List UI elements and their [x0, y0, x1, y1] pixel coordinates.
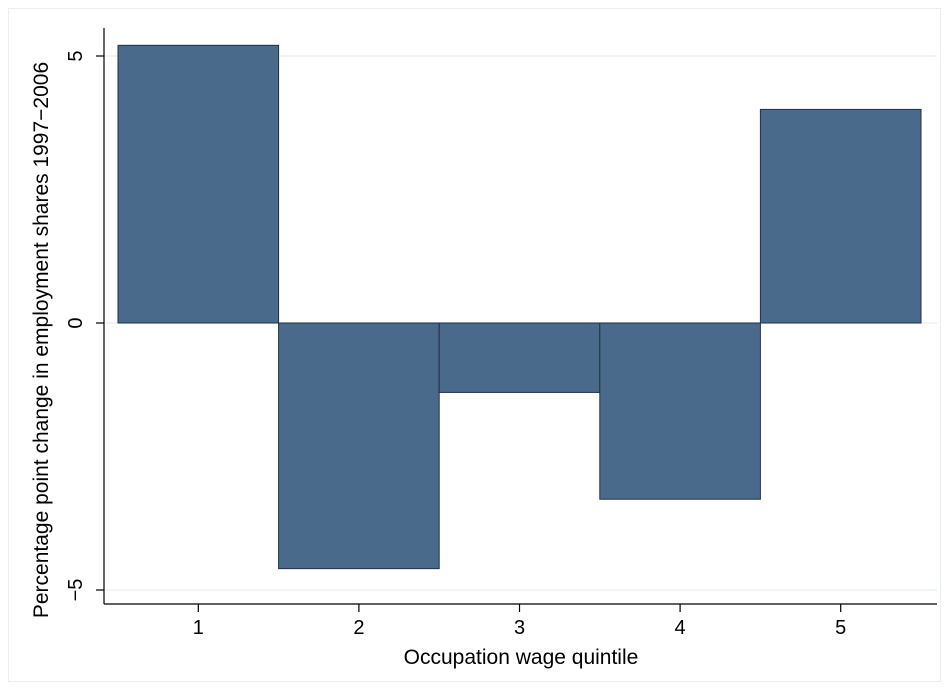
bar-3 [438, 322, 601, 393]
x-tick-label: 4 [675, 617, 686, 639]
bar-2 [278, 322, 440, 570]
y-tick-label: 0 [65, 317, 87, 328]
x-tick-label: 3 [514, 617, 525, 639]
x-tick-label: 5 [835, 617, 846, 639]
bar-1 [117, 44, 280, 324]
y-ticks: −5 0 5 [65, 50, 104, 601]
bars [117, 44, 922, 570]
x-tick-label: 1 [193, 617, 204, 639]
x-axis-title: Occupation wage quintile [404, 646, 639, 669]
bar-5 [759, 108, 922, 324]
x-tick-label: 2 [353, 617, 364, 639]
axes [103, 28, 937, 605]
y-tick-label: 5 [65, 50, 87, 61]
bar-4 [599, 322, 761, 500]
x-ticks: 1 2 3 4 5 [193, 604, 846, 639]
y-tick-label: −5 [65, 579, 87, 602]
y-axis-title: Percentage point change in employment sh… [30, 62, 53, 618]
